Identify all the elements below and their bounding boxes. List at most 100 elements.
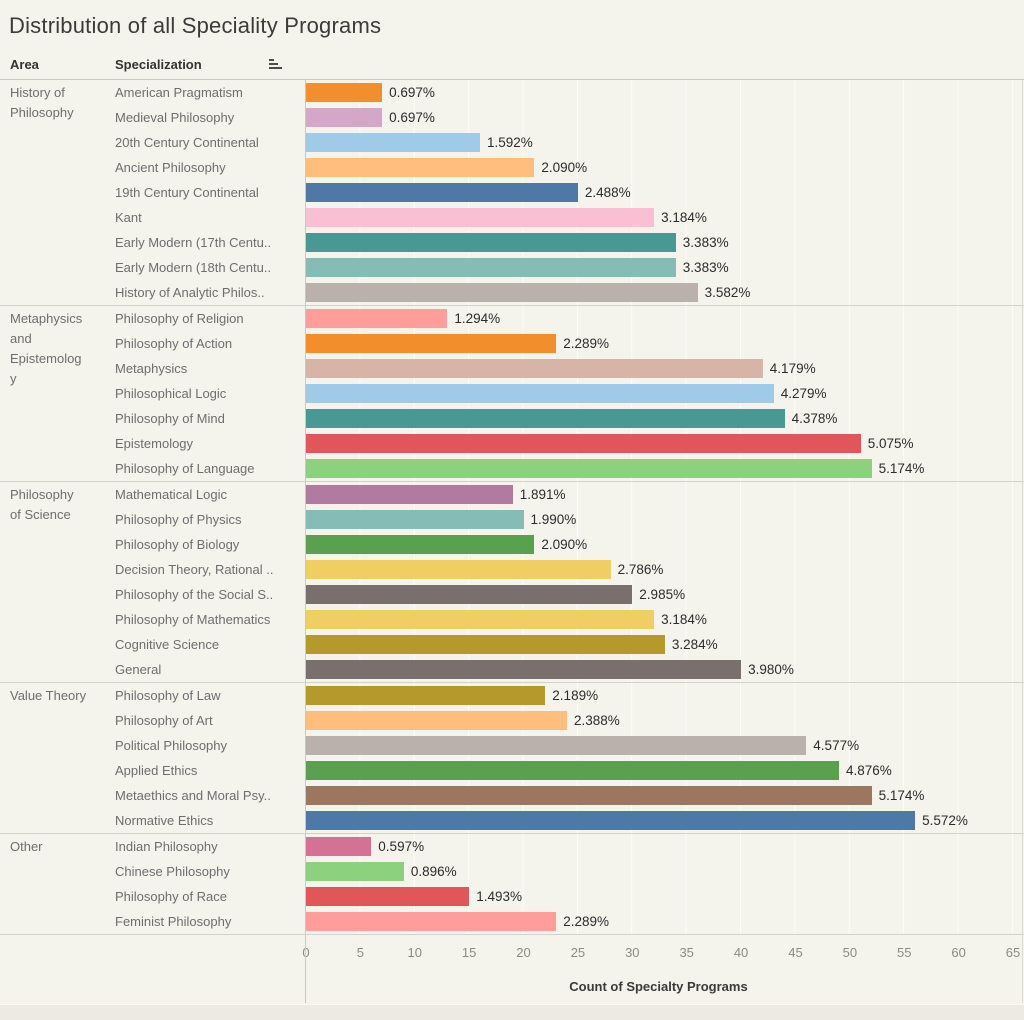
sort-ascending-icon[interactable] bbox=[269, 59, 283, 69]
specialization-label[interactable]: Early Modern (17th Centu.. bbox=[115, 235, 272, 250]
x-axis-tick-label: 10 bbox=[407, 945, 422, 960]
plot-cell: 5.075% bbox=[305, 431, 1024, 456]
specialization-label[interactable]: Kant bbox=[115, 210, 142, 225]
area-label[interactable]: Other bbox=[0, 834, 115, 934]
x-axis-tick-label: 30 bbox=[625, 945, 640, 960]
area-group: Philosophy of Science Mathematical Logic 1.… bbox=[0, 482, 1024, 683]
table-row: 19th Century Continental 2.488% bbox=[115, 180, 1024, 205]
table-row: Applied Ethics 4.876% bbox=[115, 758, 1024, 783]
specialization-label[interactable]: Philosophy of Language bbox=[115, 461, 255, 476]
bar-value-label: 1.592% bbox=[487, 135, 533, 150]
specialization-label[interactable]: Philosophy of the Social S.. bbox=[115, 587, 274, 602]
plot-cell: 0.597% bbox=[305, 834, 1024, 859]
specialization-label[interactable]: Philosophy of Physics bbox=[115, 512, 242, 527]
plot-cell: 2.289% bbox=[305, 909, 1024, 934]
specialization-column-header[interactable]: Specialization bbox=[115, 57, 202, 72]
specialization-label[interactable]: Mathematical Logic bbox=[115, 487, 227, 502]
bar[interactable] bbox=[306, 837, 372, 856]
table-row: General 3.980% bbox=[115, 657, 1024, 682]
specialization-label[interactable]: American Pragmatism bbox=[115, 85, 243, 100]
bar[interactable] bbox=[306, 83, 383, 102]
x-axis-tick-label: 55 bbox=[896, 945, 912, 960]
bar[interactable] bbox=[306, 409, 785, 428]
bar[interactable] bbox=[306, 510, 524, 529]
specialization-label[interactable]: General bbox=[115, 662, 162, 677]
bar[interactable] bbox=[306, 359, 763, 378]
axis-baseline bbox=[305, 80, 306, 1003]
specialization-label[interactable]: Philosophy of Action bbox=[115, 336, 233, 351]
table-row: Philosophy of Mind 4.378% bbox=[115, 406, 1024, 431]
bar[interactable] bbox=[306, 660, 742, 679]
bar[interactable] bbox=[306, 862, 404, 881]
bar[interactable] bbox=[306, 485, 513, 504]
specialization-label[interactable]: Cognitive Science bbox=[115, 637, 220, 652]
specialization-label[interactable]: Epistemology bbox=[115, 436, 194, 451]
specialization-label[interactable]: 19th Century Continental bbox=[115, 185, 259, 200]
bar[interactable] bbox=[306, 283, 698, 302]
specialization-label[interactable]: Normative Ethics bbox=[115, 813, 214, 828]
area-label-line: y bbox=[10, 371, 17, 386]
specialization-label[interactable]: 20th Century Continental bbox=[115, 135, 259, 150]
bar-value-label: 0.896% bbox=[410, 864, 457, 879]
specialization-label[interactable]: Feminist Philosophy bbox=[115, 914, 232, 929]
specialization-label[interactable]: Metaethics and Moral Psy.. bbox=[115, 788, 271, 803]
bar[interactable] bbox=[306, 585, 633, 604]
bar[interactable] bbox=[306, 258, 676, 277]
bar[interactable] bbox=[306, 108, 383, 127]
bar[interactable] bbox=[306, 560, 611, 579]
area-label[interactable]: Philosophy of Science bbox=[0, 482, 115, 682]
bar[interactable] bbox=[306, 183, 578, 202]
plot-cell: 4.378% bbox=[305, 406, 1024, 431]
specialization-label[interactable]: History of Analytic Philos.. bbox=[115, 285, 265, 300]
area-column-header[interactable]: Area bbox=[10, 57, 39, 72]
bar[interactable] bbox=[306, 459, 872, 478]
bar[interactable] bbox=[306, 334, 557, 353]
specialization-label[interactable]: Philosophy of Mathematics bbox=[115, 612, 271, 627]
plot-cell: 3.383% bbox=[305, 230, 1024, 255]
specialization-label[interactable]: Ancient Philosophy bbox=[115, 160, 226, 175]
plot-cell: 4.179% bbox=[305, 356, 1024, 381]
bar[interactable] bbox=[306, 208, 655, 227]
plot-cell: 2.786% bbox=[305, 557, 1024, 582]
specialization-label[interactable]: Philosophy of Race bbox=[115, 889, 228, 904]
specialization-label[interactable]: Early Modern (18th Centu.. bbox=[115, 260, 272, 275]
x-axis-title[interactable]: Count of Specialty Programs bbox=[569, 979, 748, 994]
table-row: Early Modern (17th Centu.. 3.383% bbox=[115, 230, 1024, 255]
specialization-label[interactable]: Applied Ethics bbox=[115, 763, 198, 778]
bar[interactable] bbox=[306, 912, 557, 931]
bar[interactable] bbox=[306, 761, 839, 780]
bar[interactable] bbox=[306, 133, 480, 152]
specialization-label[interactable]: Indian Philosophy bbox=[115, 839, 218, 854]
specialization-label[interactable]: Philosophy of Art bbox=[115, 713, 213, 728]
bar[interactable] bbox=[306, 887, 470, 906]
bar[interactable] bbox=[306, 711, 567, 730]
bar[interactable] bbox=[306, 158, 535, 177]
bar[interactable] bbox=[306, 736, 807, 755]
bar[interactable] bbox=[306, 635, 665, 654]
bar[interactable] bbox=[306, 610, 655, 629]
bar[interactable] bbox=[306, 686, 546, 705]
bar-value-label: 4.179% bbox=[769, 361, 816, 376]
area-label[interactable]: Value Theory bbox=[0, 683, 115, 833]
area-label[interactable]: Metaphysics and Epistemolog y bbox=[0, 306, 115, 481]
specialization-label[interactable]: Decision Theory, Rational .. bbox=[115, 562, 274, 577]
area-label[interactable]: History of Philosophy bbox=[0, 80, 115, 305]
bar[interactable] bbox=[306, 233, 676, 252]
specialization-label[interactable]: Philosophy of Mind bbox=[115, 411, 225, 426]
bar[interactable] bbox=[306, 811, 916, 830]
bar[interactable] bbox=[306, 434, 861, 453]
bar[interactable] bbox=[306, 786, 872, 805]
specialization-label[interactable]: Philosophical Logic bbox=[115, 386, 227, 401]
specialization-label[interactable]: Philosophy of Religion bbox=[115, 311, 244, 326]
area-group: History of Philosophy American Pragmatism 0… bbox=[0, 80, 1024, 306]
specialization-label[interactable]: Chinese Philosophy bbox=[115, 864, 230, 879]
bar[interactable] bbox=[306, 309, 448, 328]
specialization-label[interactable]: Political Philosophy bbox=[115, 738, 228, 753]
specialization-label[interactable]: Metaphysics bbox=[115, 361, 188, 376]
bar[interactable] bbox=[306, 535, 535, 554]
specialization-label[interactable]: Philosophy of Law bbox=[115, 688, 221, 703]
specialization-label[interactable]: Medieval Philosophy bbox=[115, 110, 235, 125]
plot-cell: 1.891% bbox=[305, 482, 1024, 507]
specialization-label[interactable]: Philosophy of Biology bbox=[115, 537, 240, 552]
bar[interactable] bbox=[306, 384, 774, 403]
